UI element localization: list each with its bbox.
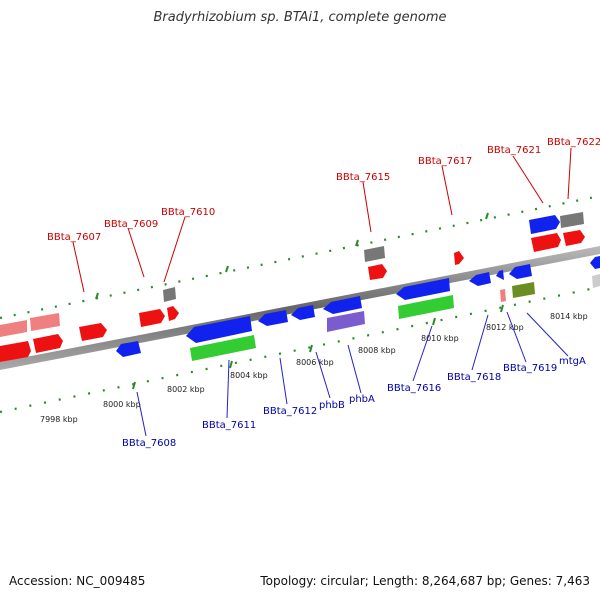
gene[interactable] — [368, 264, 387, 280]
outer-dotted-track — [0, 194, 600, 320]
tick-label: 8014 kbp — [550, 312, 588, 321]
tick-label: 8002 kbp — [167, 385, 205, 394]
gene[interactable] — [33, 334, 63, 353]
leader-lines — [72, 147, 572, 437]
gene[interactable] — [79, 323, 107, 341]
gene-label[interactable]: phbA — [349, 394, 375, 405]
gene[interactable] — [592, 274, 600, 288]
gene[interactable] — [398, 295, 454, 319]
gene[interactable] — [531, 233, 561, 252]
gene-label[interactable]: BBta_7611 — [202, 420, 256, 431]
gene-label[interactable]: BBta_7622 — [547, 137, 600, 148]
gene[interactable] — [496, 270, 504, 280]
gene-label[interactable]: BBta_7607 — [47, 232, 101, 243]
gene[interactable] — [563, 230, 585, 246]
gene[interactable] — [590, 256, 600, 269]
gene-label[interactable]: BBta_7621 — [487, 145, 541, 156]
gene[interactable] — [163, 287, 176, 302]
gene[interactable] — [190, 335, 256, 361]
gene[interactable] — [500, 289, 506, 302]
gene-label[interactable]: phbB — [319, 400, 345, 411]
tick-label: 8010 kbp — [421, 334, 459, 343]
gene-label[interactable]: BBta_7608 — [122, 438, 176, 449]
tick-label: 8006 kbp — [296, 358, 334, 367]
gene-label[interactable]: BBta_7612 — [263, 406, 317, 417]
gene-label[interactable]: BBta_7617 — [418, 156, 472, 167]
gene[interactable] — [0, 320, 27, 337]
tick-label: 8012 kbp — [486, 323, 524, 332]
gene[interactable] — [116, 341, 141, 357]
gene[interactable] — [327, 311, 365, 332]
gene[interactable] — [560, 212, 584, 228]
map-title: Bradyrhizobium sp. BTAi1, complete genom… — [153, 10, 447, 25]
tick-label: 8000 kbp — [103, 400, 141, 409]
gene-label[interactable]: BBta_7616 — [387, 383, 441, 394]
tick-labels: 7998 kbp 8000 kbp 8002 kbp 8004 kbp 8006 kbp… — [40, 312, 588, 424]
tick-label: 8004 kbp — [230, 371, 268, 380]
gene[interactable] — [323, 296, 362, 314]
gene[interactable] — [469, 272, 491, 286]
gene[interactable] — [396, 278, 450, 300]
lower-strand-genes — [116, 256, 600, 361]
gene[interactable] — [291, 305, 315, 320]
tick-label: 8008 kbp — [358, 346, 396, 355]
gene[interactable] — [364, 246, 385, 262]
gene-label[interactable]: BBta_7619 — [503, 363, 557, 374]
inner-dotted-track — [0, 285, 600, 414]
gene[interactable] — [509, 264, 532, 279]
gene[interactable] — [0, 341, 31, 362]
gene-label[interactable]: BBta_7615 — [336, 172, 390, 183]
tick-label: 7998 kbp — [40, 415, 78, 424]
genome-stats-text: Topology: circular; Length: 8,264,687 bp… — [260, 574, 590, 588]
gene[interactable] — [529, 215, 560, 234]
gene[interactable] — [186, 316, 252, 343]
gene[interactable] — [139, 309, 165, 327]
gene[interactable] — [167, 306, 179, 321]
gene[interactable] — [454, 251, 464, 265]
gene[interactable] — [258, 310, 288, 326]
gene-label[interactable]: mtgA — [559, 356, 586, 367]
gene[interactable] — [512, 282, 535, 298]
upper-strand-genes — [0, 212, 585, 362]
gene[interactable] — [30, 313, 60, 331]
gene-label[interactable]: BBta_7618 — [447, 372, 501, 383]
gene-label[interactable]: BBta_7610 — [161, 207, 215, 218]
accession-text: Accession: NC_009485 — [9, 574, 146, 588]
gene-label[interactable]: BBta_7609 — [104, 219, 158, 230]
